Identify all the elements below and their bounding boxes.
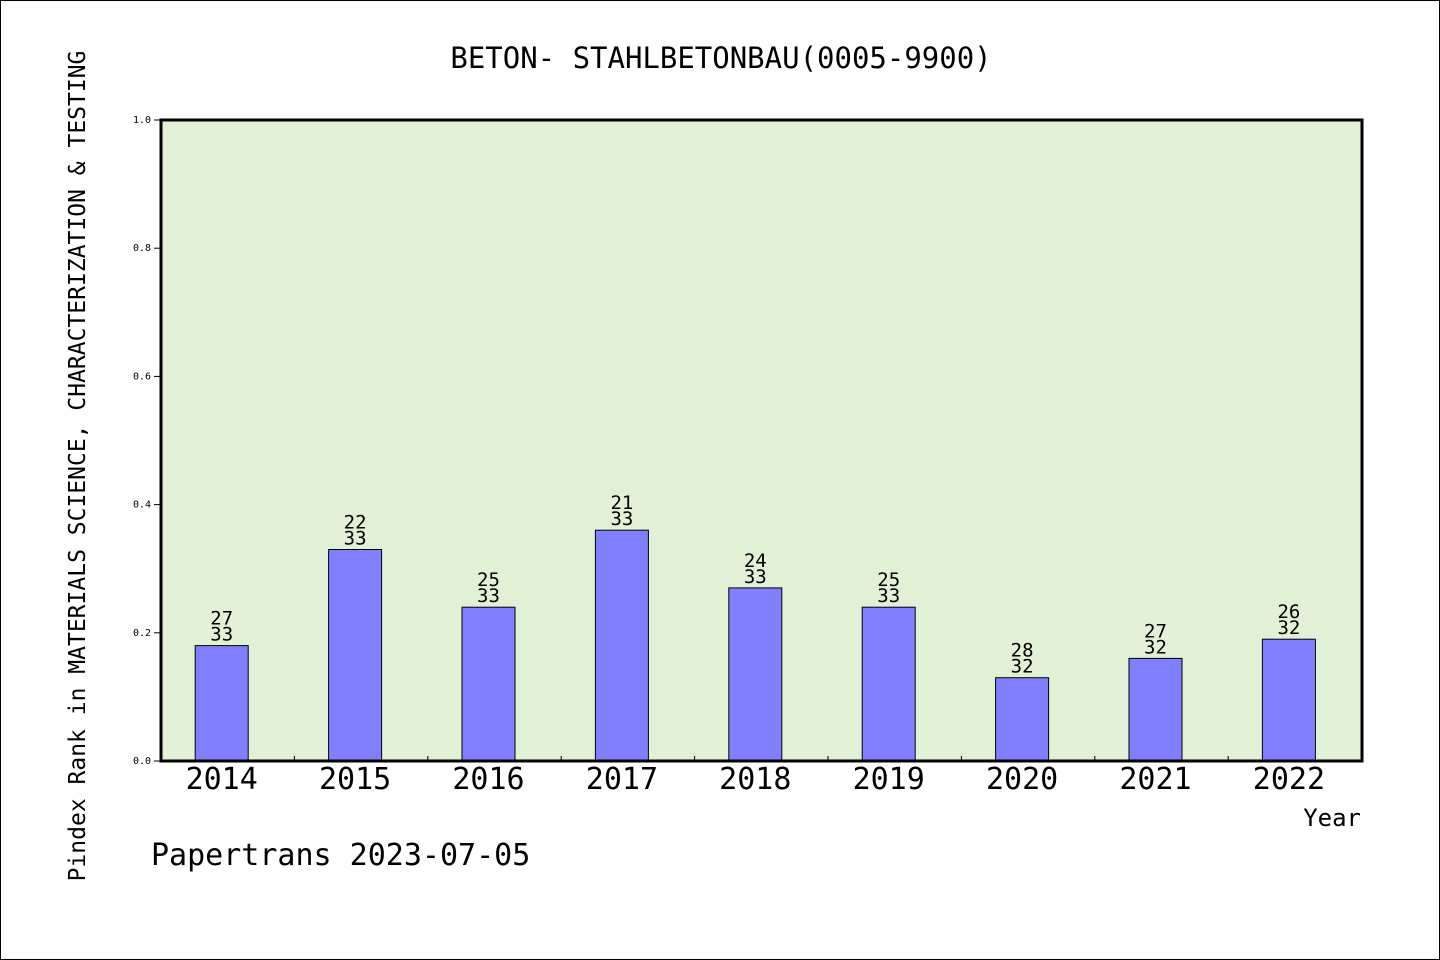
x-tick-label-2016: 2016 — [452, 762, 524, 797]
bar-2014 — [194, 645, 249, 762]
y-axis-label: Pindex Rank in MATERIALS SCIENCE, CHARAC… — [65, 51, 91, 882]
total-label-2018: 33 — [744, 566, 767, 588]
x-tick-label-2014: 2014 — [186, 762, 258, 797]
total-label-2019: 33 — [877, 585, 900, 607]
bar-2015 — [328, 549, 383, 762]
rank-label-2015: 22 — [344, 512, 367, 534]
total-label-2021: 32 — [1144, 636, 1167, 658]
bar-2019 — [861, 606, 916, 762]
x-tick-label-2017: 2017 — [586, 762, 658, 797]
chart-title: BETON- STAHLBETONBAU(0005-9900) — [450, 41, 991, 75]
total-label-2022: 32 — [1277, 617, 1300, 639]
x-axis-label: Year — [1303, 804, 1361, 832]
bar-2018 — [728, 587, 783, 762]
x-tick-label-2018: 2018 — [719, 762, 791, 797]
bar-2020 — [995, 677, 1050, 762]
x-tick-label-2020: 2020 — [986, 762, 1058, 797]
bar-2021 — [1128, 657, 1183, 762]
rank-label-2020: 28 — [1011, 640, 1034, 662]
rank-label-2019: 25 — [877, 569, 900, 591]
y-tick-label: 1.0 — [133, 115, 151, 126]
y-tick-label: 0.8 — [133, 243, 151, 254]
y-axis: 0.0 0.2 0.4 0.6 0.8 1.0 — [133, 115, 161, 767]
plot-border — [159, 118, 1364, 763]
y-tick-label: 0.4 — [133, 500, 151, 511]
footer-credit: Papertrans 2023-07-05 — [151, 838, 530, 873]
rank-label-2016: 25 — [477, 569, 500, 591]
bar-2022 — [1261, 638, 1316, 762]
x-tick-label-2019: 2019 — [853, 762, 925, 797]
y-tick-label: 0.6 — [133, 371, 151, 382]
rank-label-2014: 27 — [210, 608, 233, 630]
rank-label-2017: 21 — [610, 492, 633, 514]
total-label-2016: 33 — [477, 585, 500, 607]
bar-2017 — [594, 529, 649, 762]
y-tick-label: 0.2 — [133, 628, 151, 639]
total-label-2014: 33 — [210, 624, 233, 646]
total-label-2020: 32 — [1011, 656, 1034, 678]
y-tick-label: 0.0 — [133, 756, 151, 767]
x-tick-label-2021: 2021 — [1119, 762, 1191, 797]
rank-label-2022: 26 — [1277, 601, 1300, 623]
total-label-2017: 33 — [610, 508, 633, 530]
rank-label-2021: 27 — [1144, 620, 1167, 642]
bar-series — [194, 529, 1316, 762]
x-tick-label-2015: 2015 — [319, 762, 391, 797]
rank-label-2018: 24 — [744, 550, 767, 572]
total-label-2015: 33 — [344, 528, 367, 550]
x-tick-label-2022: 2022 — [1253, 762, 1325, 797]
x-axis: 2014 2015 2016 2017 2018 2019 2020 2021 2022 — [186, 756, 1325, 797]
bar-2016 — [461, 606, 516, 762]
